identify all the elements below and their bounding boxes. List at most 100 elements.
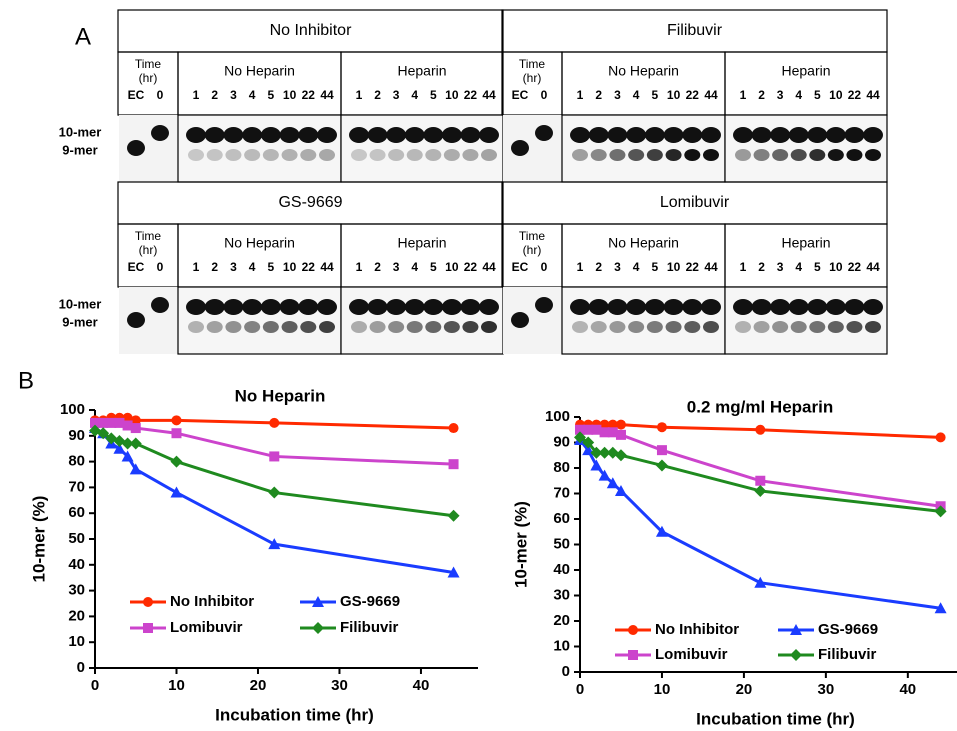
x-tick-label: 20 (250, 677, 267, 694)
gel-band (481, 321, 497, 333)
lane-label: 1 (740, 88, 747, 102)
lane-label: 22 (848, 260, 862, 274)
gel-band (644, 127, 665, 143)
lane-label: 5 (652, 88, 659, 102)
gel-band (279, 299, 300, 315)
lane-label: EC (512, 260, 529, 274)
condition-cell (561, 223, 726, 288)
y-tick-label: 0 (562, 663, 570, 680)
gel-band (609, 321, 626, 333)
legend-label: Filibuvir (818, 646, 877, 663)
gel-band (443, 321, 460, 333)
condition-label: No Heparin (608, 235, 679, 251)
gel-band (807, 299, 828, 315)
gel-band (204, 299, 225, 315)
lane-label: 10 (667, 88, 681, 102)
legend-marker (143, 597, 153, 607)
gel-band (846, 149, 863, 161)
row-label: 9-mer (62, 314, 97, 329)
lane-label: 10 (667, 260, 681, 274)
gel-band (735, 321, 751, 333)
gel-band (244, 321, 261, 333)
lane-label: 44 (482, 88, 496, 102)
gel-band (262, 149, 279, 161)
gel-band (425, 149, 442, 161)
y-tick-label: 80 (553, 459, 570, 476)
gel-band (206, 321, 223, 333)
x-axis-label: Incubation time (hr) (696, 709, 855, 728)
gel-band (425, 321, 442, 333)
condition-cell (724, 223, 888, 288)
marker (755, 475, 766, 486)
marker (130, 423, 141, 434)
marker (754, 576, 767, 588)
marker (935, 432, 946, 443)
marker (755, 424, 766, 435)
gel-band (317, 299, 337, 315)
gel-band (663, 127, 684, 143)
gel-band (865, 149, 881, 161)
marker (615, 429, 626, 440)
gel-band (479, 127, 499, 143)
marker (447, 509, 460, 522)
x-tick-label: 30 (818, 681, 835, 698)
gel-band (225, 321, 242, 333)
lane-label: 1 (193, 260, 200, 274)
gel-band (535, 297, 553, 313)
lane-label: 5 (268, 88, 275, 102)
row-label: 10-mer (59, 124, 102, 139)
lane-label: 5 (814, 260, 821, 274)
x-tick-label: 40 (413, 677, 430, 694)
condition-cell (340, 223, 504, 288)
gel (724, 114, 888, 183)
gel-band (388, 321, 405, 333)
lane-label: 2 (595, 88, 602, 102)
gel-band (684, 321, 701, 333)
gel-band (663, 299, 684, 315)
gel-band (406, 149, 423, 161)
lane-label: 44 (866, 260, 880, 274)
gel-band (386, 127, 407, 143)
lane-label: EC (512, 88, 529, 102)
marker (121, 450, 134, 462)
lane-label: 4 (411, 260, 418, 274)
gel-band (607, 127, 628, 143)
gel-band (682, 299, 703, 315)
gel-band (628, 321, 645, 333)
gel-band (423, 299, 444, 315)
y-tick-label: 40 (553, 561, 570, 578)
gel-band (204, 127, 225, 143)
gel-band (809, 321, 826, 333)
gel-band (441, 299, 462, 315)
marker (129, 463, 142, 475)
gel-band (626, 299, 647, 315)
gel-band (479, 299, 499, 315)
gel-band (570, 299, 590, 315)
gel-band (223, 127, 244, 143)
marker (448, 459, 459, 470)
gel-band (319, 149, 335, 161)
gel-band (188, 321, 204, 333)
legend-label: No Inhibitor (170, 593, 254, 610)
y-tick-label: 10 (68, 633, 85, 650)
marker (655, 525, 668, 537)
gel-band (262, 321, 279, 333)
marker (599, 419, 610, 430)
condition-label: Heparin (397, 63, 446, 79)
gel-band (788, 127, 809, 143)
legend-marker (628, 650, 638, 660)
y-tick-label: 40 (68, 556, 85, 573)
y-tick-label: 100 (60, 401, 85, 418)
block-title: Filibuvir (667, 22, 723, 39)
gel-band (703, 321, 719, 333)
marker (130, 415, 141, 426)
lane-label: 0 (157, 260, 164, 274)
gel-band (300, 321, 317, 333)
lane-label: 1 (577, 88, 584, 102)
lane-label: 10 (829, 88, 843, 102)
gel-band (260, 127, 281, 143)
gel-band (351, 149, 367, 161)
chart-title: No Heparin (235, 386, 326, 405)
marker (598, 446, 611, 459)
gel (340, 286, 504, 355)
